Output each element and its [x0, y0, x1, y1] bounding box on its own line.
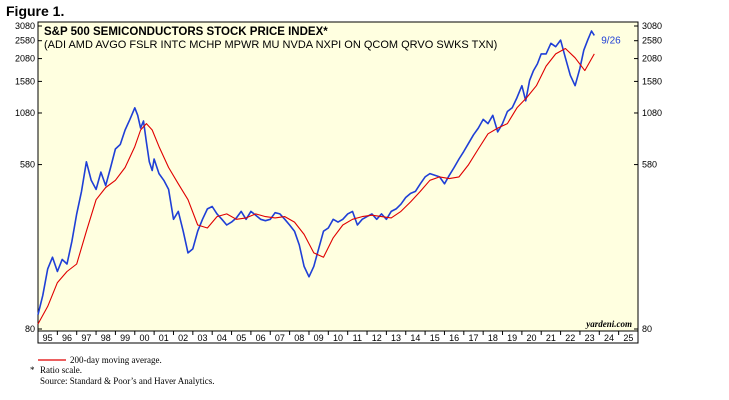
- x-tick-label: 19: [507, 333, 517, 343]
- y-tick-label-right: 2080: [642, 54, 662, 64]
- x-tick-label: 20: [527, 333, 537, 343]
- figure-label: Figure 1.: [6, 3, 64, 19]
- x-tick-label: 96: [62, 333, 72, 343]
- x-tick-label: 05: [236, 333, 246, 343]
- x-tick-label: 23: [585, 333, 595, 343]
- chart-title: S&P 500 SEMICONDUCTORS STOCK PRICE INDEX…: [44, 26, 328, 38]
- x-tick-label: 95: [43, 333, 53, 343]
- x-tick-label: 02: [178, 333, 188, 343]
- x-axis-band: [37, 330, 639, 344]
- credit-text: yardeni.com: [585, 319, 632, 329]
- last-date-annotation: 9/26: [601, 35, 621, 46]
- y-tick-label-right: 580: [642, 160, 657, 170]
- source-note: Source: Standard & Poor’s and Haver Anal…: [40, 376, 215, 386]
- y-tick-label-left: 80: [25, 324, 35, 334]
- x-tick-label: 01: [159, 333, 169, 343]
- y-tick-label-left: 2580: [15, 36, 35, 46]
- y-tick-label-right: 1080: [642, 108, 662, 118]
- plot-area: [37, 21, 639, 332]
- x-tick-label: 10: [333, 333, 343, 343]
- legend-label-moving-average: 200-day moving average.: [70, 355, 162, 365]
- y-axis-right: 80 580 1080 1580 2080 2580 3080: [634, 21, 662, 334]
- chart-subtitle: (ADI AMD AVGO FSLR INTC MCHP MPWR MU NVD…: [44, 39, 497, 51]
- x-tick-label: 04: [217, 333, 227, 343]
- series-line-moving-average: [37, 47, 595, 325]
- x-axis: 95 96 97 98 99 00 01 02 03 04 05 06 07 08 09 10 11 12 13 14…: [37, 331, 639, 343]
- y-tick-label-left: 3080: [15, 21, 35, 31]
- x-tick-label: 22: [565, 333, 575, 343]
- series-line-semiconductors: [37, 30, 595, 315]
- series-layer: [37, 30, 595, 325]
- x-tick-label: 21: [546, 333, 556, 343]
- y-tick-label-right: 80: [642, 324, 652, 334]
- x-tick-label: 14: [410, 333, 420, 343]
- x-tick-label: 08: [294, 333, 304, 343]
- x-tick-label: 07: [275, 333, 285, 343]
- x-tick-label: 06: [256, 333, 266, 343]
- y-tick-label-right: 1580: [642, 76, 662, 86]
- x-tick-label: 97: [81, 333, 91, 343]
- x-tick-label: 16: [449, 333, 459, 343]
- ratio-scale-note: Ratio scale.: [40, 365, 82, 375]
- ratio-scale-marker: *: [30, 365, 35, 375]
- x-tick-label: 00: [139, 333, 149, 343]
- y-tick-label-left: 2080: [15, 54, 35, 64]
- x-tick-label: 12: [372, 333, 382, 343]
- x-tick-label: 17: [468, 333, 478, 343]
- y-tick-label-left: 1580: [15, 76, 35, 86]
- x-tick-label: 99: [120, 333, 130, 343]
- x-tick-label: 11: [353, 333, 362, 343]
- y-tick-label-right: 2580: [642, 36, 662, 46]
- y-axis-left: 80 580 1080 1580 2080 2580 3080: [15, 21, 42, 334]
- x-tick-label: 15: [430, 333, 440, 343]
- y-tick-label-right: 3080: [642, 21, 662, 31]
- x-tick-label: 13: [391, 333, 401, 343]
- x-tick-label: 03: [198, 333, 208, 343]
- x-tick-label: 24: [604, 333, 614, 343]
- x-tick-label: 25: [623, 333, 633, 343]
- y-tick-label-left: 580: [20, 160, 35, 170]
- x-tick-label: 18: [488, 333, 498, 343]
- x-tick-label: 98: [101, 333, 111, 343]
- x-tick-label: 09: [314, 333, 324, 343]
- y-tick-label-left: 1080: [15, 108, 35, 118]
